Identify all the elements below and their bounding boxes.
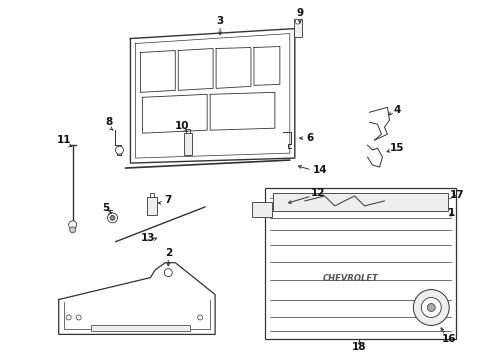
Text: 12: 12 — [310, 188, 325, 198]
Circle shape — [197, 315, 202, 320]
Bar — [147, 197, 157, 215]
Text: 10: 10 — [175, 121, 189, 131]
Text: 2: 2 — [164, 248, 172, 258]
Circle shape — [115, 146, 123, 154]
Circle shape — [412, 289, 448, 325]
Circle shape — [66, 315, 71, 320]
Bar — [272, 193, 447, 211]
Text: 11: 11 — [56, 135, 71, 145]
Text: 7: 7 — [164, 195, 172, 205]
Circle shape — [164, 269, 172, 276]
Circle shape — [110, 215, 115, 220]
Text: 8: 8 — [105, 117, 112, 127]
Bar — [184, 133, 192, 155]
Bar — [251, 202, 271, 217]
Bar — [90, 325, 190, 332]
Text: 16: 16 — [441, 334, 455, 345]
Text: 14: 14 — [312, 165, 326, 175]
Text: CHEVROLET: CHEVROLET — [323, 274, 378, 283]
Circle shape — [68, 221, 77, 229]
Text: 15: 15 — [389, 143, 404, 153]
Text: 4: 4 — [393, 105, 400, 115]
Text: 17: 17 — [449, 190, 464, 200]
Text: 13: 13 — [141, 233, 155, 243]
Text: 1: 1 — [447, 208, 454, 218]
Circle shape — [295, 19, 300, 24]
Text: 9: 9 — [296, 8, 303, 18]
Text: 5: 5 — [102, 203, 109, 213]
Circle shape — [421, 298, 440, 318]
Text: 3: 3 — [216, 15, 224, 26]
Bar — [293, 19, 301, 37]
Bar — [264, 188, 455, 339]
Circle shape — [76, 315, 81, 320]
Circle shape — [107, 213, 117, 223]
Circle shape — [69, 227, 76, 233]
Text: 6: 6 — [305, 133, 313, 143]
Text: 18: 18 — [351, 342, 366, 352]
Circle shape — [427, 303, 434, 311]
